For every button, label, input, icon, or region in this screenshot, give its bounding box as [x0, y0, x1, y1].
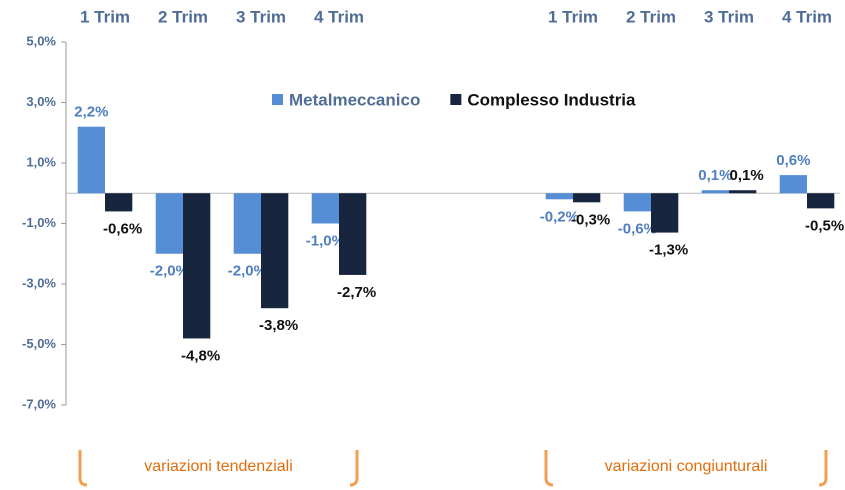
- bar: [311, 193, 339, 224]
- bar: [573, 193, 601, 203]
- value-label: -0,5%: [805, 217, 844, 234]
- y-tick-label: 5,0%: [26, 33, 56, 48]
- bar: [623, 193, 651, 212]
- bar: [779, 175, 807, 194]
- x-tick-label: 4 Trim: [314, 7, 364, 26]
- bar: [545, 193, 573, 200]
- value-label: -2,0%: [150, 263, 189, 280]
- y-tick-label: -7,0%: [22, 396, 56, 411]
- bar: [807, 193, 835, 209]
- value-label: -0,3%: [571, 211, 610, 228]
- value-label: 2,2%: [74, 104, 108, 121]
- annotation: variazioni congiunturali: [605, 458, 768, 475]
- x-tick-label: 3 Trim: [704, 7, 754, 26]
- x-tick-label: 2 Trim: [626, 7, 676, 26]
- bar: [105, 193, 133, 212]
- value-label: -3,8%: [259, 317, 298, 334]
- legend-label: Complesso Industria: [467, 90, 636, 109]
- bar: [77, 126, 105, 194]
- value-label: -2,0%: [228, 263, 267, 280]
- bar: [155, 193, 183, 254]
- value-label: -1,0%: [306, 232, 345, 249]
- value-label: -0,6%: [103, 220, 142, 237]
- y-tick-label: -3,0%: [22, 275, 56, 290]
- bar: [233, 193, 261, 254]
- bar: [261, 193, 289, 309]
- y-tick-label: -5,0%: [22, 336, 56, 351]
- bar: [339, 193, 367, 275]
- value-label: -2,7%: [337, 284, 376, 301]
- x-tick-label: 1 Trim: [548, 7, 598, 26]
- annotation: variazioni tendenziali: [144, 458, 293, 475]
- value-label: 0,1%: [730, 167, 764, 184]
- value-label: -0,2%: [540, 208, 579, 225]
- legend-label: Metalmeccanico: [289, 90, 420, 109]
- legend-swatch: [272, 94, 283, 105]
- bar: [729, 190, 757, 194]
- x-tick-label: 3 Trim: [236, 7, 286, 26]
- x-tick-label: 1 Trim: [80, 7, 130, 26]
- bracket: [544, 450, 828, 487]
- bar: [701, 190, 729, 194]
- y-tick-label: 3,0%: [26, 94, 56, 109]
- y-tick-label: -1,0%: [22, 215, 56, 230]
- x-tick-label: 4 Trim: [782, 7, 832, 26]
- bar: [651, 193, 679, 233]
- value-label: -1,3%: [649, 242, 688, 259]
- value-label: 0,1%: [698, 167, 732, 184]
- value-label: -0,6%: [618, 220, 657, 237]
- value-label: 0,6%: [776, 152, 810, 169]
- y-tick-label: 1,0%: [26, 154, 56, 169]
- value-label: -4,8%: [181, 347, 220, 364]
- bar: [183, 193, 211, 339]
- legend-swatch: [450, 94, 462, 105]
- bracket: [78, 450, 359, 487]
- x-tick-label: 2 Trim: [158, 7, 208, 26]
